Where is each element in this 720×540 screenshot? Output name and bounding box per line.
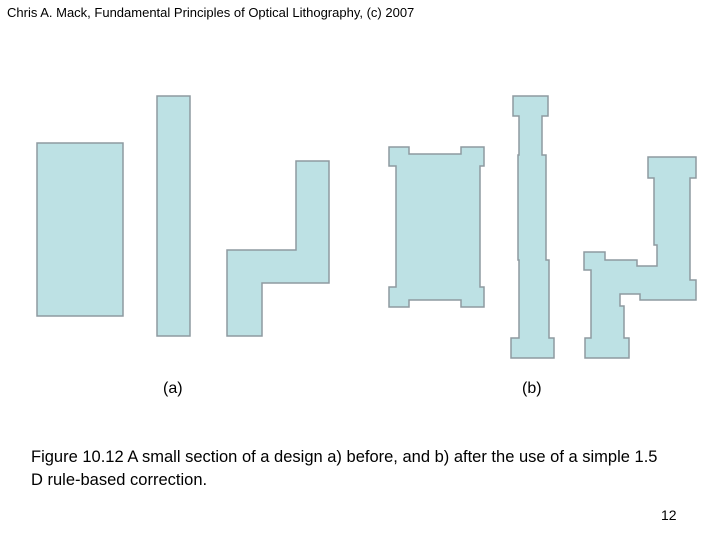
shape-b-line-hammerheads xyxy=(510,95,555,359)
figure-caption: Figure 10.12 A small section of a design… xyxy=(31,448,658,489)
design-before xyxy=(36,95,330,337)
shape-a-elbow xyxy=(226,160,330,337)
layout-figure xyxy=(36,95,697,359)
design-after xyxy=(388,95,697,359)
shape-b-elbow-corrected xyxy=(583,156,697,359)
shape-b-rectangle-serifs xyxy=(388,146,485,308)
shape-a-rectangle xyxy=(36,142,124,317)
shape-a-long-line xyxy=(156,95,191,337)
figure-label-b: (b) xyxy=(522,380,542,397)
slide-header: Chris A. Mack, Fundamental Principles of… xyxy=(7,5,415,20)
figure-label-a: (a) xyxy=(163,380,183,397)
page-number: 12 xyxy=(661,507,677,523)
